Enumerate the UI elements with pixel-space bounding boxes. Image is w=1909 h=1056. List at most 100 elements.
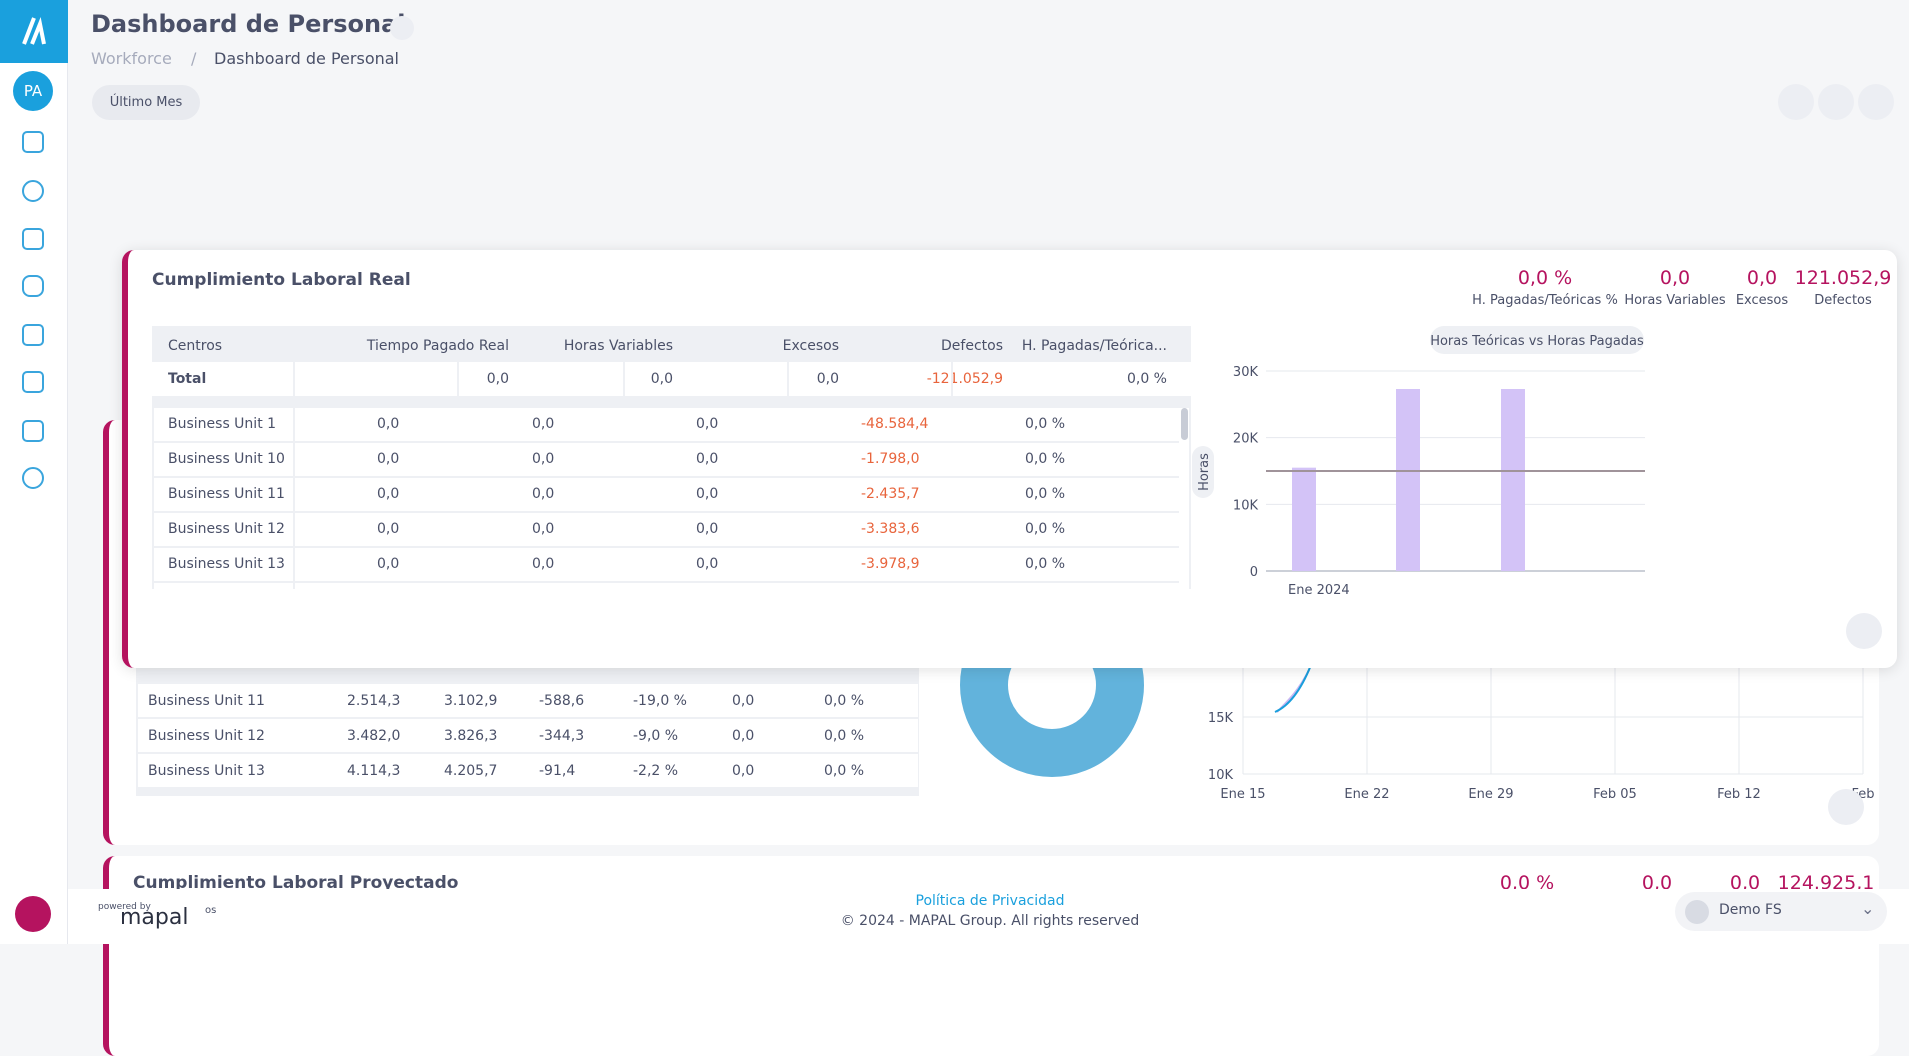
table-cell: 0,0	[696, 521, 719, 537]
table-cell: -2.435,7	[861, 486, 920, 502]
table-cell: 0,0 %	[1025, 451, 1066, 467]
table-cell: 0,0	[732, 763, 755, 779]
row-background	[138, 719, 918, 752]
table-cell: -48.584,4	[861, 416, 929, 432]
bar	[1396, 389, 1420, 571]
table-cell: 0,0	[377, 556, 400, 572]
settings-button[interactable]	[1858, 84, 1894, 120]
breadcrumb-separator: /	[191, 49, 197, 68]
row-background	[138, 684, 918, 717]
more-button[interactable]	[1828, 789, 1864, 825]
table-cell: 0,0 %	[1025, 521, 1066, 537]
location-button[interactable]	[1818, 84, 1854, 120]
front-card: Cumplimiento Laboral Real 0 10K 20K 30K Hora…	[122, 250, 1897, 668]
card-title: Cumplimiento Laboral Real	[152, 270, 411, 290]
table-body	[154, 408, 1189, 589]
table-cell: 0,0	[532, 521, 555, 537]
y-axis-label: Horas	[1197, 453, 1212, 491]
total-cell: -121.052,9	[926, 371, 1003, 387]
x-tick-label: Ene 22	[1344, 787, 1389, 802]
more-button[interactable]	[1846, 613, 1882, 649]
logo-mark	[22, 17, 46, 45]
legend-background	[1430, 326, 1644, 354]
table-cell: 0,0	[532, 416, 555, 432]
cell-divider	[293, 362, 295, 396]
workspace-selector[interactable]: Demo FS ⌄	[1675, 892, 1887, 931]
table-cell: Business Unit 13	[148, 763, 265, 779]
nav-archive[interactable]	[22, 371, 44, 393]
table-cell: Business Unit 13	[168, 556, 285, 572]
y-tick-label: 20K	[1233, 432, 1259, 447]
kpi-value: 121.052,9	[1794, 267, 1892, 289]
kpi-label: Horas Variables	[1624, 293, 1726, 308]
brand: mapal	[120, 905, 189, 930]
total-cell: 0,0	[486, 371, 509, 387]
cell-divider	[951, 362, 953, 396]
kpi-value: 0,0 %	[1499, 872, 1555, 894]
x-tick-label: Feb 05	[1593, 787, 1637, 802]
nav-settings[interactable]	[22, 467, 44, 489]
avatar[interactable]: PA	[13, 71, 53, 111]
total-cell: 0,0	[816, 371, 839, 387]
nav-people[interactable]	[22, 180, 44, 202]
nav-reports[interactable]	[22, 324, 44, 346]
expand-button[interactable]	[390, 16, 414, 40]
table-cell: 0,0 %	[1025, 486, 1066, 502]
row-divider	[154, 581, 1179, 583]
y-tick-label: 0	[1250, 565, 1258, 580]
table-cell: 0,0	[696, 416, 719, 432]
table-cell: 3.102,9	[444, 693, 498, 709]
footer: powered by mapal os Política de Privacid…	[68, 889, 1909, 944]
y-tick-label: 10K	[1208, 768, 1234, 783]
chevron: ⌄	[1861, 899, 1875, 918]
kpi-value: 0,0	[1659, 267, 1691, 289]
scrollbar[interactable]	[1181, 408, 1188, 440]
privacy-link[interactable]: Política de Privacidad	[915, 893, 1065, 909]
table-cell: 3.826,3	[444, 728, 498, 744]
brand-suffix: os	[205, 905, 217, 916]
kpi-label: Defectos	[1814, 293, 1872, 308]
kpi-value: 0,0	[1641, 872, 1673, 894]
chart-title: Horas Teóricas vs Horas Pagadas	[1430, 334, 1644, 349]
workspace-name: Demo FS	[1719, 902, 1782, 918]
table-cell: 2.514,3	[347, 693, 401, 709]
cell-divider	[623, 362, 625, 396]
breadcrumb-current: Dashboard de Personal	[214, 49, 399, 68]
kpi-value: 0,0	[1729, 872, 1761, 894]
chart: 0 10K 20K 30K Horas Teóricas vs Horas Pagada…	[1192, 326, 1645, 598]
period-filter[interactable]: Último Mes	[92, 85, 200, 120]
kpi-value: 124.925,1	[1777, 872, 1875, 894]
row-divider	[154, 511, 1179, 513]
breadcrumb-root[interactable]: Workforce	[91, 49, 172, 68]
table-cell: Business Unit 10	[168, 451, 285, 467]
table-cell: -19,0 %	[633, 693, 687, 709]
card-title: Cumplimiento Laboral Proyectado	[133, 873, 459, 893]
table-cell: 0,0	[377, 416, 400, 432]
bar	[1292, 467, 1316, 571]
help-button[interactable]	[15, 896, 51, 932]
table-cell: 0,0	[696, 486, 719, 502]
legend-pill: Horas Teóricas vs Horas Pagadas	[1430, 326, 1644, 354]
table-cell: 0,0	[696, 556, 719, 572]
nav-dashboard[interactable]	[22, 131, 44, 153]
column-header: Defectos	[941, 338, 1003, 354]
y-tick-label: 10K	[1233, 498, 1259, 513]
nav-documents[interactable]	[22, 420, 44, 442]
filters-button[interactable]	[1778, 84, 1814, 120]
table-cell: Business Unit 12	[148, 728, 265, 744]
logo[interactable]	[0, 0, 68, 63]
row-background	[138, 754, 918, 787]
table-cell: 0,0	[696, 451, 719, 467]
x-tick-label: Ene 15	[1220, 787, 1265, 802]
nav-clock-in[interactable]	[22, 275, 44, 297]
column-divider	[293, 408, 295, 589]
nav-calendar[interactable]	[22, 228, 44, 250]
table-cell: Business Unit 11	[168, 486, 285, 502]
table-cell: 0,0	[377, 486, 400, 502]
table-cell: 0,0 %	[824, 693, 865, 709]
table-cell: -2,2 %	[633, 763, 679, 779]
line-series	[1276, 669, 1310, 713]
table-cell: -91,4	[539, 763, 576, 779]
row-divider	[154, 441, 1179, 443]
